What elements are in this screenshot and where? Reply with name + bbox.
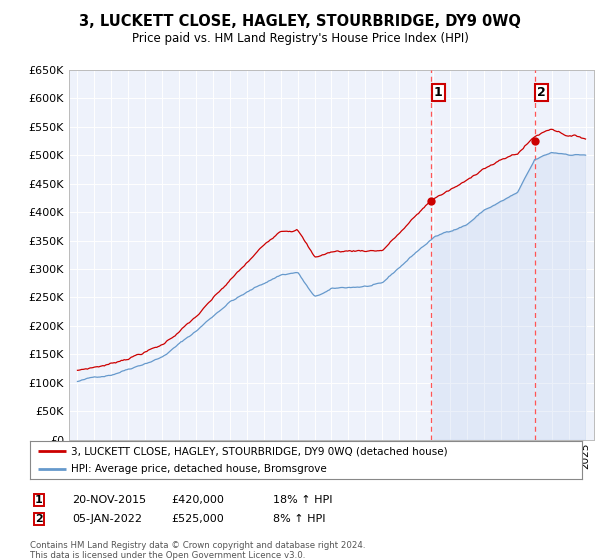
Text: 1: 1 xyxy=(35,495,43,505)
Text: £420,000: £420,000 xyxy=(171,495,224,505)
Text: 05-JAN-2022: 05-JAN-2022 xyxy=(72,514,142,524)
Text: 1: 1 xyxy=(434,86,443,99)
Text: 2: 2 xyxy=(35,514,43,524)
Text: HPI: Average price, detached house, Bromsgrove: HPI: Average price, detached house, Brom… xyxy=(71,464,327,474)
Text: 2: 2 xyxy=(537,86,546,99)
Text: 3, LUCKETT CLOSE, HAGLEY, STOURBRIDGE, DY9 0WQ (detached house): 3, LUCKETT CLOSE, HAGLEY, STOURBRIDGE, D… xyxy=(71,446,448,456)
Text: 18% ↑ HPI: 18% ↑ HPI xyxy=(273,495,332,505)
Text: Price paid vs. HM Land Registry's House Price Index (HPI): Price paid vs. HM Land Registry's House … xyxy=(131,32,469,45)
Text: 20-NOV-2015: 20-NOV-2015 xyxy=(72,495,146,505)
Text: £525,000: £525,000 xyxy=(171,514,224,524)
Text: Contains HM Land Registry data © Crown copyright and database right 2024.
This d: Contains HM Land Registry data © Crown c… xyxy=(30,541,365,560)
Text: 8% ↑ HPI: 8% ↑ HPI xyxy=(273,514,325,524)
Text: 3, LUCKETT CLOSE, HAGLEY, STOURBRIDGE, DY9 0WQ: 3, LUCKETT CLOSE, HAGLEY, STOURBRIDGE, D… xyxy=(79,14,521,29)
